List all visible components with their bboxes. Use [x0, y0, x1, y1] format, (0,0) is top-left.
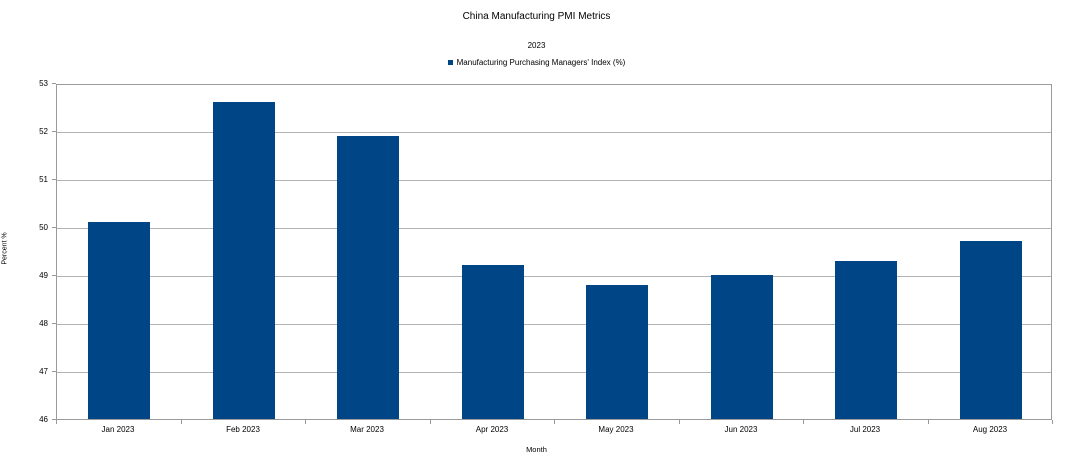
y-axis-tick: [52, 83, 56, 84]
x-tick-label-jun-2023: Jun 2023: [724, 425, 758, 434]
x-axis-title: Month: [526, 445, 547, 454]
y-tick-label-52: 52: [39, 127, 48, 136]
y-axis-tick: [52, 371, 56, 372]
x-axis-tick: [1052, 420, 1053, 424]
y-axis-tick: [52, 419, 56, 420]
x-axis-tick: [430, 420, 431, 424]
x-tick-label-apr-2023: Apr 2023: [475, 425, 509, 434]
gridline-y-50: [57, 228, 1051, 229]
chart-subtitle: 2023: [527, 41, 546, 50]
y-tick-label-48: 48: [39, 319, 48, 328]
x-tick-label-jul-2023: Jul 2023: [849, 425, 881, 434]
chart-title: China Manufacturing PMI Metrics: [462, 11, 611, 22]
y-axis-tick: [52, 131, 56, 132]
y-axis-tick: [52, 275, 56, 276]
y-axis-tick: [52, 227, 56, 228]
y-tick-label-46: 46: [39, 415, 48, 424]
gridline-y-49: [57, 276, 1051, 277]
bar-apr-2023: [462, 265, 524, 419]
bar-jul-2023: [835, 261, 897, 419]
bar-mar-2023: [337, 136, 399, 419]
y-tick-label-49: 49: [39, 271, 48, 280]
y-tick-label-53: 53: [39, 79, 48, 88]
gridline-y-48: [57, 324, 1051, 325]
x-tick-label-may-2023: May 2023: [598, 425, 634, 434]
x-axis-tick: [181, 420, 182, 424]
gridline-y-52: [57, 132, 1051, 133]
x-axis-tick: [803, 420, 804, 424]
gridline-y-47: [57, 372, 1051, 373]
x-tick-label-jan-2023: Jan 2023: [101, 425, 135, 434]
x-tick-label-mar-2023: Mar 2023: [350, 425, 384, 434]
x-axis-tick: [554, 420, 555, 424]
bar-jun-2023: [711, 275, 773, 419]
y-tick-label-47: 47: [39, 367, 48, 376]
y-axis-tick: [52, 179, 56, 180]
plot-area: [56, 84, 1052, 420]
x-axis-tick: [56, 420, 57, 424]
gridline-y-51: [57, 180, 1051, 181]
x-axis-tick: [679, 420, 680, 424]
bar-jan-2023: [88, 222, 150, 419]
x-tick-label-feb-2023: Feb 2023: [226, 425, 260, 434]
chart-legend: Manufacturing Purchasing Managers' Index…: [0, 58, 1073, 67]
x-axis-tick: [305, 420, 306, 424]
x-axis-tick: [928, 420, 929, 424]
bar-feb-2023: [213, 102, 275, 419]
legend-series-label: Manufacturing Purchasing Managers' Index…: [456, 58, 626, 67]
y-axis-title: Percent %: [1, 232, 9, 265]
bar-may-2023: [586, 285, 648, 419]
x-tick-label-aug-2023: Aug 2023: [972, 425, 1008, 434]
bar-aug-2023: [960, 241, 1022, 419]
y-tick-label-50: 50: [39, 223, 48, 232]
y-axis-tick: [52, 323, 56, 324]
y-tick-label-51: 51: [39, 175, 48, 184]
legend-series-marker-icon: [447, 60, 453, 65]
